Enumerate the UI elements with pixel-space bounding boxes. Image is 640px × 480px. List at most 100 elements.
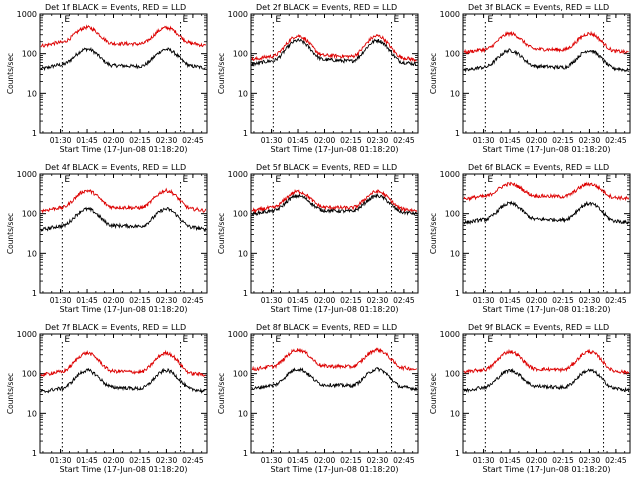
x-tick-label: 02:30	[156, 296, 178, 305]
x-tick-label: 01:45	[76, 456, 98, 465]
event-marker-label: E	[487, 335, 493, 345]
chart-panel-4: Det 4f BLACK = Events, RED = LLD 1 10 100 10…	[6, 163, 208, 314]
chart-title: Det 4f BLACK = Events, RED = LLD	[45, 163, 186, 172]
y-axis-label: Counts/sec	[6, 373, 15, 414]
x-tick-label: 02:15	[129, 296, 151, 305]
y-tick-label: 1	[455, 289, 460, 298]
event-marker-label: E	[64, 15, 70, 25]
series-line-lld	[40, 187, 207, 214]
x-tick-label: 02:15	[552, 456, 574, 465]
y-tick-label: 10	[450, 89, 460, 98]
x-tick-label: 01:30	[50, 456, 72, 465]
y-tick-label: 10	[27, 409, 37, 418]
event-marker-label: E	[64, 335, 70, 345]
event-marker-label: E	[183, 335, 189, 345]
y-tick-label: 1000	[440, 170, 460, 179]
event-marker-label: E	[487, 175, 493, 185]
x-tick-label: 01:45	[287, 136, 309, 145]
x-tick-label: 01:30	[473, 456, 495, 465]
series-line-lld	[463, 348, 630, 376]
series-line-events	[40, 367, 206, 394]
y-axis-label: Counts/sec	[429, 53, 438, 94]
y-tick-label: 1000	[17, 10, 37, 19]
y-tick-label: 10	[450, 409, 460, 418]
x-tick-label: 02:00	[103, 136, 125, 145]
event-marker-label: E	[606, 175, 612, 185]
x-tick-label: 01:30	[50, 296, 72, 305]
series-line-lld	[251, 33, 417, 63]
x-tick-label: 02:15	[340, 456, 362, 465]
y-tick-label: 1000	[440, 10, 460, 19]
series-line-events	[251, 192, 418, 217]
chart-panel-6: Det 6f BLACK = Events, RED = LLD 1 10 100 10…	[429, 163, 631, 314]
y-tick-label: 10	[238, 409, 248, 418]
plot-frame	[39, 333, 208, 454]
y-tick-label: 100	[445, 50, 460, 59]
plot-frame	[250, 173, 419, 294]
chart-panel-7: Det 7f BLACK = Events, RED = LLD 1 10 100 10…	[6, 323, 208, 474]
y-tick-label: 1000	[228, 10, 248, 19]
x-tick-label: 02:45	[182, 296, 204, 305]
chart-panel-9: Det 9f BLACK = Events, RED = LLD 1 10 100 10…	[429, 323, 631, 474]
chart-title: Det 9f BLACK = Events, RED = LLD	[468, 323, 609, 332]
x-tick-label: 02:15	[552, 136, 574, 145]
x-tick-label: 02:45	[605, 456, 627, 465]
x-tick-label: 02:45	[393, 296, 415, 305]
event-marker-label: E	[275, 335, 281, 345]
y-tick-label: 1000	[228, 330, 248, 339]
y-tick-label: 1	[32, 289, 37, 298]
x-tick-label: 01:30	[261, 136, 283, 145]
y-tick-label: 1	[455, 129, 460, 138]
y-tick-label: 10	[27, 89, 37, 98]
chart-title: Det 8f BLACK = Events, RED = LLD	[256, 323, 397, 332]
series-line-events	[463, 200, 630, 225]
y-tick-label: 1	[32, 129, 37, 138]
y-axis-label: Counts/sec	[217, 53, 226, 94]
x-tick-label: 01:30	[261, 296, 283, 305]
event-marker-label: E	[183, 175, 189, 185]
y-tick-label: 1	[32, 449, 37, 458]
x-tick-label: 01:45	[499, 456, 521, 465]
y-tick-label: 10	[27, 249, 37, 258]
series-line-lld	[40, 24, 207, 48]
chart-panel-2: Det 2f BLACK = Events, RED = LLD 1 10 100 10…	[217, 3, 419, 154]
x-tick-label: 02:00	[103, 296, 125, 305]
y-tick-label: 1000	[228, 170, 248, 179]
plot-frame	[39, 173, 208, 294]
event-marker-label: E	[394, 15, 400, 25]
x-tick-label: 01:30	[473, 296, 495, 305]
x-tick-label: 01:30	[473, 136, 495, 145]
y-tick-label: 1000	[17, 170, 37, 179]
y-tick-label: 1	[243, 129, 248, 138]
event-marker-label: E	[487, 15, 493, 25]
x-axis-label: Start Time (17-Jun-08 01:18:20)	[271, 305, 399, 314]
x-tick-label: 01:45	[499, 296, 521, 305]
y-tick-label: 1	[243, 449, 248, 458]
plot-frame	[462, 13, 631, 134]
plot-frame	[39, 13, 208, 134]
x-tick-label: 02:15	[340, 296, 362, 305]
y-tick-label: 10	[238, 89, 248, 98]
x-tick-label: 02:45	[393, 456, 415, 465]
x-tick-label: 02:00	[526, 136, 548, 145]
y-tick-label: 100	[233, 210, 248, 219]
y-axis-label: Counts/sec	[217, 373, 226, 414]
y-tick-label: 100	[233, 50, 248, 59]
x-tick-label: 01:45	[76, 136, 98, 145]
y-axis-label: Counts/sec	[217, 213, 226, 254]
y-tick-label: 100	[22, 50, 37, 59]
plot-frame	[250, 333, 419, 454]
y-tick-label: 100	[445, 370, 460, 379]
chart-panel-1: Det 1f BLACK = Events, RED = LLD 1 10 100 10…	[6, 3, 208, 154]
event-marker-label: E	[275, 175, 281, 185]
x-tick-label: 01:45	[76, 296, 98, 305]
x-tick-label: 01:45	[287, 456, 309, 465]
y-axis-label: Counts/sec	[429, 373, 438, 414]
event-marker-label: E	[606, 335, 612, 345]
x-axis-label: Start Time (17-Jun-08 01:18:20)	[483, 465, 611, 474]
event-marker-label: E	[183, 15, 189, 25]
x-tick-label: 02:00	[103, 456, 125, 465]
y-axis-label: Counts/sec	[429, 213, 438, 254]
event-marker-label: E	[275, 15, 281, 25]
